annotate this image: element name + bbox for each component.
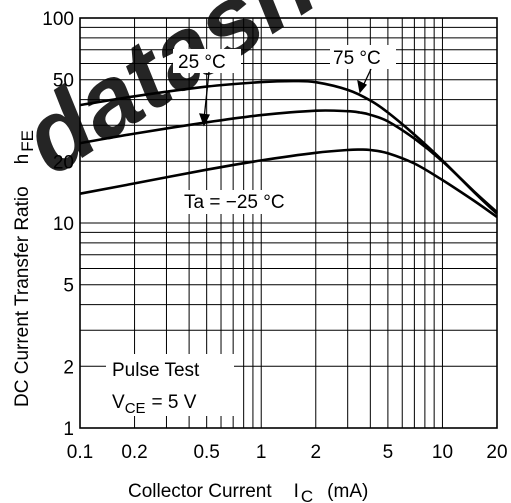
series-line-minus25c <box>79 148 498 219</box>
x-tick-label: 20 <box>486 442 507 463</box>
y-tick-labels: 1 2 5 10 20 50 100 <box>42 9 74 440</box>
series-label-75c: 75 °C <box>333 48 381 69</box>
y-tick-label: 2 <box>63 357 74 378</box>
y-tick-label: 100 <box>42 9 74 30</box>
y-axis-title: DC Current Transfer RatiohFE <box>12 130 37 407</box>
y-tick-label: 20 <box>53 152 74 173</box>
plot-frame <box>79 17 498 429</box>
label-bg-minus25c <box>180 190 314 214</box>
x-axis-title: Collector Current I C (mA) <box>128 481 368 503</box>
y-tick-label: 50 <box>53 71 74 92</box>
leader-arrow-25c <box>199 71 210 127</box>
x-tick-labels: 0.1 0.2 0.5 1 2 5 10 20 <box>67 442 508 463</box>
leader-arrow-75c <box>357 68 372 94</box>
plot-border <box>79 17 498 429</box>
x-tick-label: 0.2 <box>121 442 147 463</box>
vce-label: VCE = 5 V <box>112 392 197 417</box>
y-tick-label: 10 <box>53 214 74 235</box>
pulse-test-label: Pulse Test <box>112 360 200 381</box>
x-tick-label: 2 <box>310 442 321 463</box>
label-bg-25c <box>173 49 241 73</box>
series-label-25c: 25 °C <box>178 52 226 73</box>
series-label-minus25c: Ta = −25 °C <box>184 192 285 213</box>
series-lines <box>79 79 498 219</box>
y-tick-label: 1 <box>63 419 74 440</box>
x-tick-label: 5 <box>383 442 394 463</box>
label-bg-pulse-test <box>106 354 234 416</box>
y-tick-label: 5 <box>63 276 74 297</box>
label-bg-75c <box>330 45 396 69</box>
series-line-75c <box>79 79 498 215</box>
x-tick-label: 0.5 <box>193 442 219 463</box>
x-tick-label: 10 <box>432 442 453 463</box>
x-tick-label: 1 <box>256 442 267 463</box>
x-tick-label: 0.1 <box>67 442 93 463</box>
